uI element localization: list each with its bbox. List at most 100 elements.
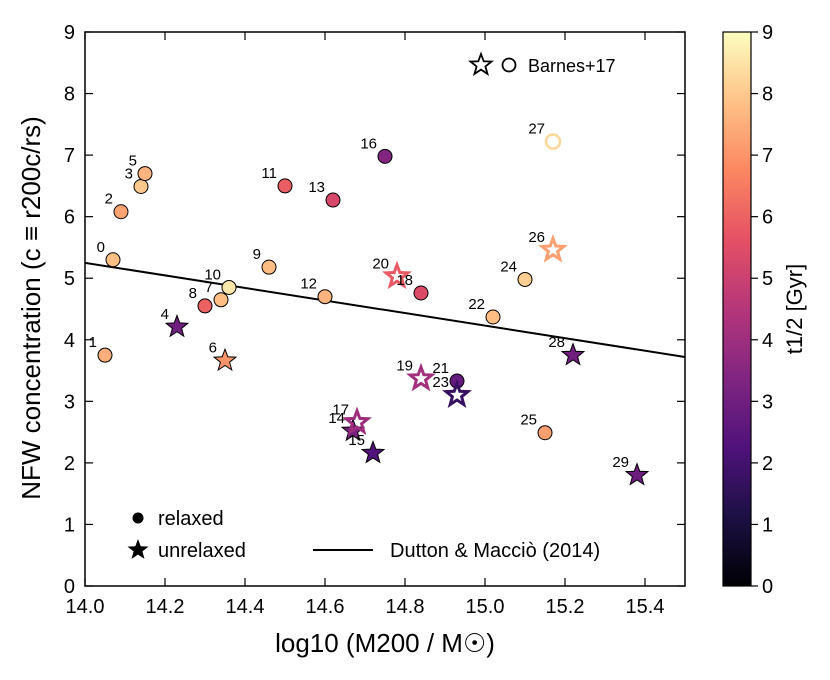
point-label-8: 8 [189, 285, 197, 302]
x-tick-label: 14.2 [146, 596, 185, 618]
colorbar-tick-label: 1 [762, 514, 773, 536]
point-22 [485, 309, 501, 325]
point-6 [212, 347, 238, 372]
point-20 [382, 260, 412, 290]
y-tick-label: 1 [64, 514, 75, 536]
y-tick-label: 4 [64, 330, 75, 352]
colorbar-ticks: 0 1 2 3 4 5 6 7 8 9 [751, 22, 773, 598]
point-label-9: 9 [253, 246, 261, 263]
x-tick-label: 15.4 [626, 596, 665, 618]
point-24 [517, 271, 533, 287]
y-axis-label: NFW concentration (c ≡ r200c/rs) [16, 116, 46, 500]
colorbar-tick-label: 0 [762, 576, 773, 598]
y-tick-label: 0 [64, 576, 75, 598]
legend-unrelaxed-label: unrelaxed [158, 540, 246, 562]
point-3 [133, 179, 149, 195]
point-0 [105, 252, 121, 268]
legend-unrelaxed-marker [127, 539, 149, 559]
y-tick-label: 5 [64, 268, 75, 290]
point-23 [442, 379, 472, 408]
legend-line-label: Dutton & Macciò (2014) [390, 540, 600, 562]
point-11 [277, 178, 293, 194]
point-7 [213, 292, 229, 308]
x-tick-label: 14.0 [66, 596, 105, 618]
point-5 [137, 166, 153, 182]
colorbar-tick-label: 5 [762, 268, 773, 290]
point-4 [164, 313, 190, 338]
data-points [97, 133, 650, 486]
point-label-7: 7 [205, 279, 213, 296]
point-label-10: 10 [204, 266, 221, 283]
y-tick-label: 7 [64, 145, 75, 167]
y-tick-label: 8 [64, 84, 75, 106]
point-12 [317, 289, 333, 305]
point-1 [97, 347, 113, 363]
point-19 [406, 362, 436, 392]
point-label-11: 11 [261, 165, 277, 182]
x-tick-label: 15.2 [546, 596, 585, 618]
point-label-4: 4 [161, 306, 169, 323]
point-26 [538, 234, 568, 263]
point-18 [413, 285, 429, 301]
point-13 [325, 192, 341, 208]
point-9 [261, 259, 277, 275]
point-15 [360, 440, 386, 464]
point-label-2: 2 [105, 191, 113, 208]
colorbar-gradient [722, 31, 752, 587]
colorbar-tick-label: 6 [762, 207, 773, 229]
legend-unrelaxed: unrelaxed [127, 539, 246, 562]
colorbar-tick-label: 8 [762, 84, 773, 106]
y-tick-label: 3 [64, 391, 75, 413]
point-label-23: 23 [432, 374, 449, 391]
point-label-18: 18 [396, 272, 413, 289]
colorbar-label: t1/2 [Gyr] [782, 264, 807, 354]
point-29 [624, 462, 650, 486]
point-label-14: 14 [328, 410, 345, 427]
colorbar: 0 1 2 3 4 5 6 7 8 9 t1/2 [Gyr] [722, 22, 807, 598]
y-tick-label: 6 [64, 207, 75, 229]
point-17 [342, 406, 372, 436]
point-8 [197, 298, 213, 314]
relation-line-layer [85, 261, 685, 359]
colorbar-tick-label: 3 [762, 391, 773, 413]
point-label-12: 12 [300, 276, 317, 293]
legend-barnes-circle-marker [501, 57, 517, 73]
dutton-maccio-line [85, 261, 685, 359]
point-label-16: 16 [360, 135, 377, 152]
point-label-28: 28 [548, 334, 565, 351]
point-label-26: 26 [528, 229, 545, 246]
point-label-25: 25 [520, 412, 537, 429]
point-label-13: 13 [308, 179, 325, 196]
legend-barnes-label: Barnes+17 [528, 56, 616, 76]
y-tick-label: 9 [64, 22, 75, 44]
point-28 [560, 342, 586, 366]
x-tick-label: 14.8 [386, 596, 425, 618]
point-25 [537, 425, 553, 441]
point-labels: 0123456789101112131415161718192021222324… [89, 121, 629, 472]
colorbar-tick-label: 4 [762, 330, 773, 352]
legend-relaxed-marker [132, 512, 144, 524]
point-2 [113, 204, 129, 220]
point-label-5: 5 [129, 153, 137, 170]
legend-line: Dutton & Macciò (2014) [313, 540, 600, 562]
point-label-24: 24 [500, 258, 517, 275]
point-label-21: 21 [432, 360, 449, 377]
point-27 [544, 133, 562, 150]
legend-relaxed: relaxed [132, 508, 224, 530]
x-tick-label: 15.0 [466, 596, 505, 618]
legend-barnes-star-marker [468, 51, 494, 76]
legend-relaxed-label: relaxed [158, 508, 224, 530]
axis-ticks: 14.0 14.2 14.4 14.6 14.8 15.0 15.2 15.401234567… [64, 22, 685, 618]
point-10 [221, 279, 237, 295]
colorbar-tick-label: 2 [762, 453, 773, 475]
point-label-29: 29 [612, 454, 629, 471]
point-label-27: 27 [528, 121, 545, 138]
colorbar-tick-label: 7 [762, 145, 773, 167]
legend-barnes: Barnes+17 [468, 51, 616, 76]
point-label-22: 22 [468, 296, 485, 313]
colorbar-tick-label: 9 [762, 22, 773, 44]
point-label-1: 1 [89, 334, 97, 351]
point-label-15: 15 [348, 432, 365, 449]
point-label-6: 6 [209, 340, 217, 357]
